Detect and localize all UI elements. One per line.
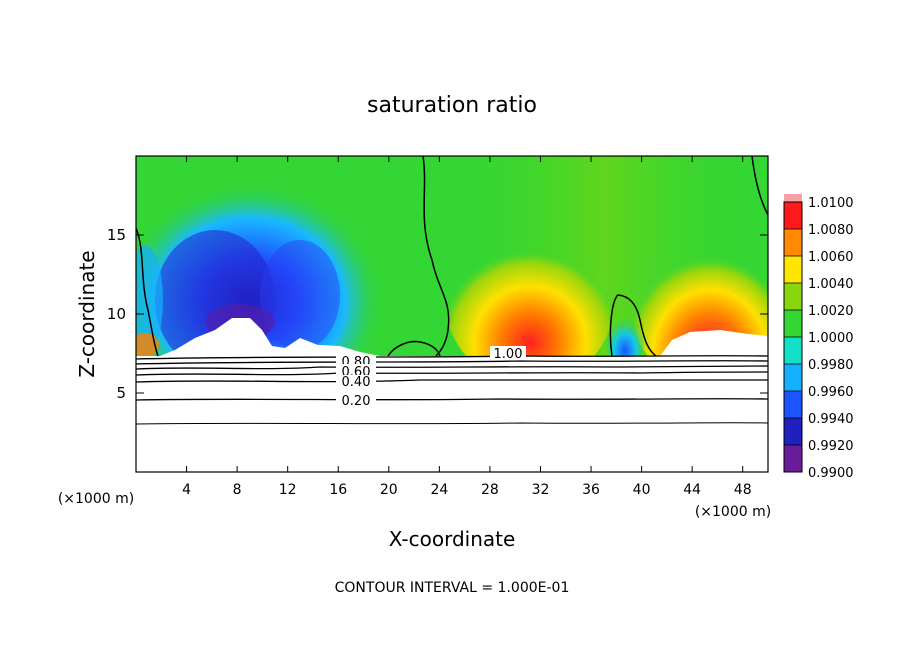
- colorbar-swatch-2: [784, 391, 802, 418]
- contour-label-4: 0.40: [342, 375, 371, 390]
- colorbar-label: 0.9960: [808, 385, 854, 400]
- chart-title: saturation ratio: [367, 93, 537, 118]
- x-tick-label: 48: [734, 482, 752, 498]
- colorbar-label: 1.0080: [808, 223, 854, 238]
- colorbar: 0.9900 0.9920 0.9940 0.9960 0.9980 1.0000 1.00…: [783, 194, 854, 481]
- colorbar-swatch-5: [784, 310, 802, 337]
- x-tick-label: 32: [532, 482, 550, 498]
- colorbar-swatch-3: [784, 364, 802, 391]
- colorbar-label: 1.0100: [808, 196, 854, 211]
- x-tick-label: 28: [481, 482, 499, 498]
- y-tick-label: 10: [107, 305, 126, 323]
- colorbar-swatch-8: [784, 229, 802, 256]
- colorbar-label: 0.9920: [808, 439, 854, 454]
- colorbar-label: 1.0000: [808, 331, 854, 346]
- colorbar-swatch-6: [784, 283, 802, 310]
- y-axis: 5 10 15: [107, 226, 768, 402]
- colorbar-swatch-0: [784, 445, 802, 472]
- colorbar-swatch-4: [784, 337, 802, 364]
- contour-interval-note: CONTOUR INTERVAL = 1.000E-01: [335, 580, 570, 596]
- x-axis: 4 8 12 16 20 24 28 32 36 40 44 48: [182, 156, 752, 498]
- x-tick-label: 8: [233, 482, 242, 498]
- x-unit-right: (×1000 m): [695, 504, 771, 520]
- y-axis-title: Z-coordinate: [75, 250, 99, 377]
- colorbar-swatch-10: [784, 194, 802, 202]
- x-tick-label: 16: [329, 482, 347, 498]
- colorbar-label: 0.9900: [808, 466, 854, 481]
- x-axis-title: X-coordinate: [389, 527, 516, 551]
- colorbar-swatch-1: [784, 418, 802, 445]
- x-tick-label: 12: [279, 482, 297, 498]
- x-tick-label: 36: [582, 482, 600, 498]
- x-tick-label: 4: [182, 482, 191, 498]
- colorbar-swatch-9: [784, 202, 802, 229]
- x-tick-label: 44: [683, 482, 701, 498]
- colorbar-label: 1.0020: [808, 304, 854, 319]
- colorbar-label: 1.0040: [808, 277, 854, 292]
- colorbar-label: 0.9980: [808, 358, 854, 373]
- colorbar-swatch-7: [784, 256, 802, 283]
- x-tick-label: 40: [633, 482, 651, 498]
- colorbar-label: 0.9940: [808, 412, 854, 427]
- x-tick-label: 24: [430, 482, 448, 498]
- colorbar-label: 1.0060: [808, 250, 854, 265]
- plot-area: 1.00 0.80 0.60 0.40 0.20: [136, 156, 768, 472]
- contour-label-1: 1.00: [494, 347, 523, 362]
- y-tick-label: 5: [116, 384, 126, 402]
- y-tick-label: 15: [107, 226, 126, 244]
- contour-label-5: 0.20: [342, 394, 371, 409]
- x-unit-left: (×1000 m): [58, 491, 134, 507]
- x-tick-label: 20: [380, 482, 398, 498]
